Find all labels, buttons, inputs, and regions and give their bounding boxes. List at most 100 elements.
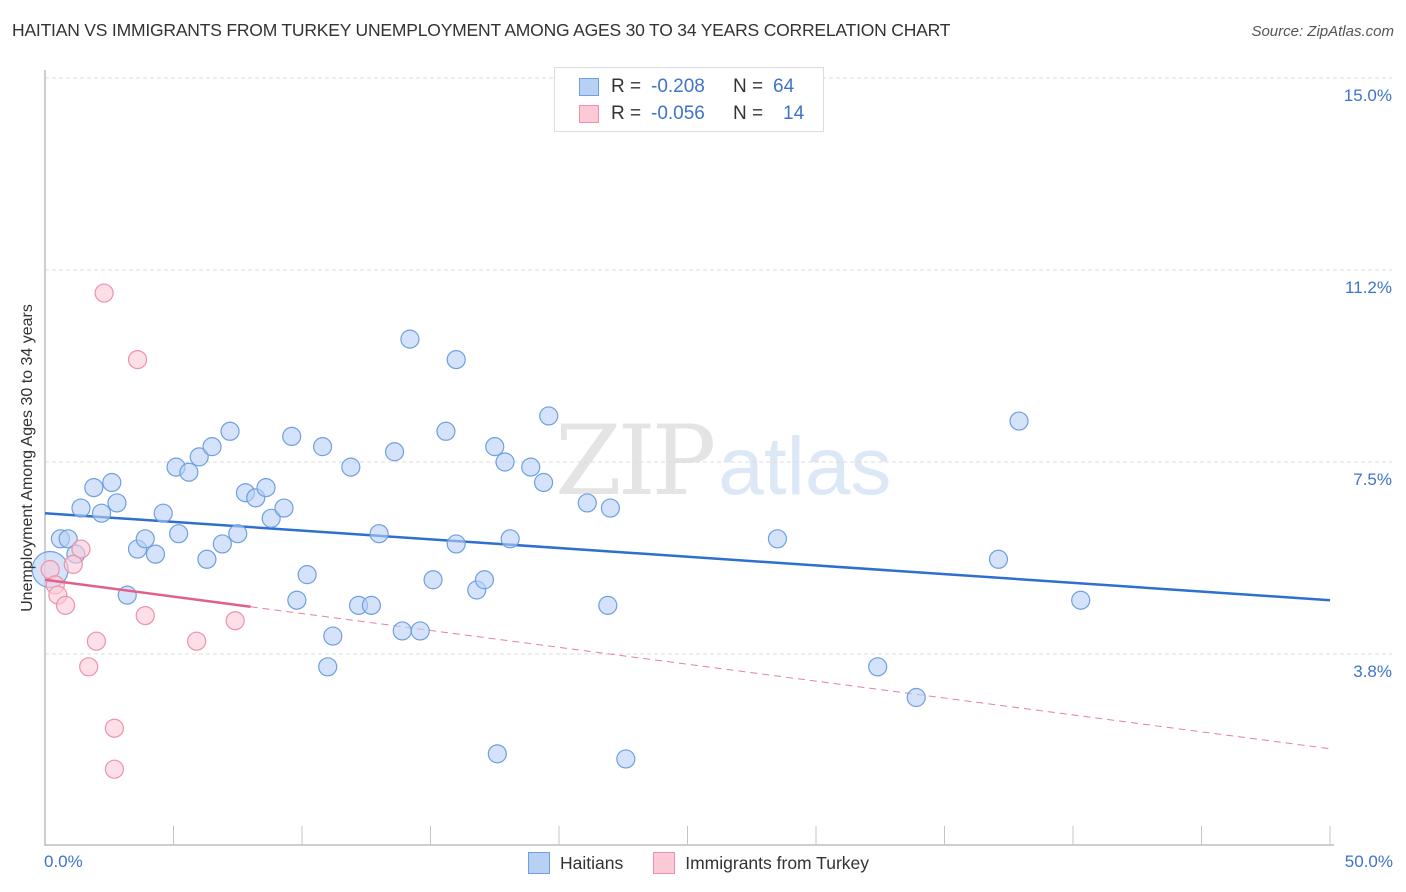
haitians-point[interactable]	[1071, 590, 1091, 610]
haitians-point[interactable]	[616, 749, 636, 769]
y-tick-15: 15.0%	[1343, 86, 1392, 105]
turkey-point[interactable]	[55, 595, 76, 615]
haitians-point[interactable]	[436, 421, 456, 441]
x-tick-0: 0.0%	[44, 852, 83, 871]
haitians-point[interactable]	[318, 657, 338, 677]
turkey-point[interactable]	[135, 605, 155, 626]
turkey-point[interactable]	[63, 554, 83, 575]
haitians-point[interactable]	[287, 590, 307, 610]
haitians-point[interactable]	[384, 442, 405, 462]
haitians-point[interactable]	[84, 478, 104, 498]
haitians-point[interactable]	[135, 529, 155, 549]
haitians-point[interactable]	[228, 524, 248, 544]
haitians-point[interactable]	[446, 534, 466, 554]
haitians-point[interactable]	[392, 621, 412, 641]
haitians-point[interactable]	[521, 457, 541, 477]
haitians-point[interactable]	[600, 498, 621, 518]
haitians-point[interactable]	[58, 529, 78, 549]
chart-title: HAITIAN VS IMMIGRANTS FROM TURKEY UNEMPL…	[12, 20, 951, 40]
correlation-legend: R = -0.208 N = 64 R = -0.056 N = 14	[554, 67, 824, 132]
haitians-point[interactable]	[868, 657, 888, 677]
haitians-point[interactable]	[400, 329, 420, 349]
source-label: Source: ZipAtlas.com	[1251, 23, 1394, 40]
n-value: 64	[773, 76, 795, 97]
haitians-point[interactable]	[369, 524, 389, 544]
turkey-point[interactable]	[71, 539, 91, 559]
haitians-point[interactable]	[256, 478, 276, 498]
haitians-point[interactable]	[297, 565, 317, 585]
haitians-point[interactable]	[261, 508, 281, 528]
haitians-point[interactable]	[179, 462, 199, 482]
turkey-swatch-icon	[653, 852, 676, 874]
legend-item-turkey[interactable]: Immigrants from Turkey	[653, 852, 869, 874]
haitians-point[interactable]	[500, 529, 520, 549]
haitians-point[interactable]	[107, 493, 127, 513]
haitians-point[interactable]	[102, 472, 122, 493]
series-legend: Haitians Immigrants from Turkey	[528, 852, 899, 874]
haitians-point[interactable]	[91, 503, 112, 523]
turkey-point[interactable]	[104, 718, 124, 738]
haitians-point[interactable]	[474, 570, 495, 590]
haitians-point[interactable]	[169, 524, 189, 544]
haitians-point[interactable]	[71, 498, 91, 518]
haitians-point[interactable]	[274, 498, 294, 518]
haitians-point[interactable]	[495, 452, 515, 472]
haitians-swatch-icon	[579, 78, 599, 96]
n-value: 14	[783, 103, 805, 124]
haitians-point[interactable]	[487, 744, 507, 764]
legend-item-haitians[interactable]: Haitians	[528, 852, 623, 874]
turkey-point[interactable]	[187, 631, 207, 651]
haitians-point[interactable]	[577, 493, 597, 513]
turkey-trend-extension	[250, 606, 1331, 750]
haitians-point[interactable]	[446, 350, 466, 370]
legend-label-haitians: Haitians	[560, 852, 624, 873]
haitians-point[interactable]	[423, 570, 443, 590]
legend-label-turkey: Immigrants from Turkey	[685, 852, 870, 873]
watermark-atlas: atlas	[718, 421, 892, 512]
haitians-point[interactable]	[312, 437, 333, 457]
haitians-point[interactable]	[145, 544, 166, 564]
haitians-point[interactable]	[197, 549, 217, 569]
haitians-point[interactable]	[361, 595, 381, 615]
n-label: N =	[733, 76, 764, 97]
haitians-point[interactable]	[153, 503, 173, 523]
turkey-point[interactable]	[225, 611, 245, 631]
haitians-point[interactable]	[202, 437, 222, 457]
haitians-point[interactable]	[1009, 411, 1029, 431]
haitians-trend-line	[44, 511, 1331, 602]
haitians-point[interactable]	[533, 472, 554, 493]
turkey-point[interactable]	[104, 759, 124, 779]
haitians-point[interactable]	[341, 457, 361, 477]
legend-row-haitians: R = -0.208 N = 64	[579, 76, 794, 98]
r-label: R =	[611, 76, 642, 97]
r-value: -0.208	[651, 76, 705, 97]
haitians-point[interactable]	[189, 447, 209, 467]
haitians-point[interactable]	[539, 406, 559, 426]
haitians-point[interactable]	[323, 626, 343, 646]
haitians-point[interactable]	[906, 687, 926, 708]
haitians-point[interactable]	[767, 529, 788, 549]
y-axis-label: Unemployment Among Ages 30 to 34 years	[19, 304, 36, 612]
turkey-point[interactable]	[94, 283, 114, 303]
turkey-point[interactable]	[127, 350, 148, 370]
haitians-point[interactable]	[988, 549, 1009, 569]
r-label: R =	[611, 103, 642, 124]
haitians-point[interactable]	[220, 421, 240, 441]
y-tick-7-5: 7.5%	[1353, 470, 1392, 489]
haitians-point[interactable]	[598, 595, 618, 615]
haitians-point[interactable]	[410, 621, 430, 641]
y-tick-3-8: 3.8%	[1353, 662, 1392, 681]
n-label: N =	[733, 103, 764, 124]
turkey-swatch-icon	[579, 105, 599, 123]
x-tick-50: 50.0%	[1344, 852, 1393, 871]
turkey-point[interactable]	[86, 631, 107, 651]
legend-row-turkey: R = -0.056 N = 14	[579, 103, 804, 125]
haitians-point[interactable]	[485, 437, 505, 457]
haitians-point[interactable]	[282, 426, 302, 446]
turkey-point[interactable]	[79, 657, 99, 677]
y-tick-11-2: 11.2%	[1345, 278, 1392, 297]
haitians-swatch-icon	[528, 852, 550, 874]
turkey-trend-line	[44, 578, 251, 609]
haitians-point[interactable]	[212, 534, 232, 554]
